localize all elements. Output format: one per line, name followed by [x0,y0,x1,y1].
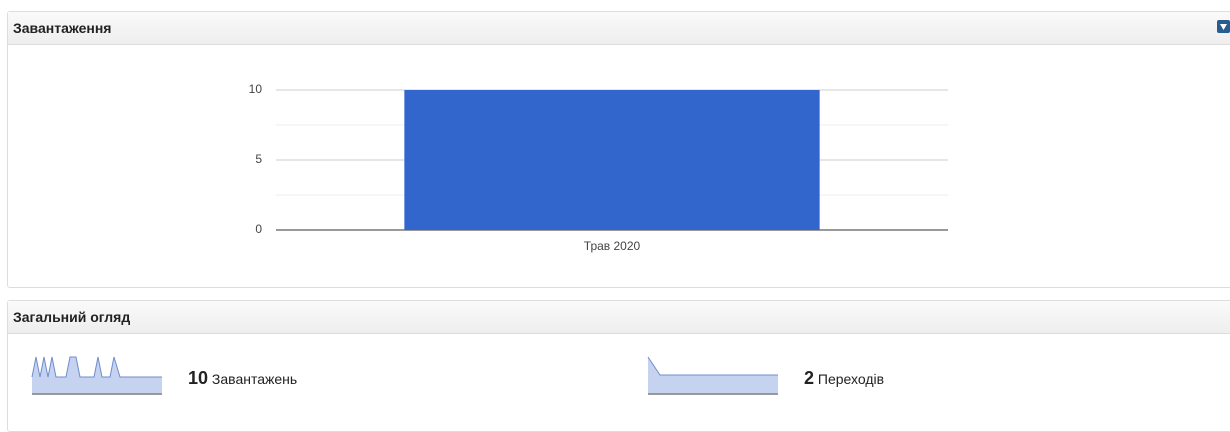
overview-item: 10 Завантажень [188,368,297,389]
page: Завантаження Загальний огляд 0 5 10 Трав 20… [7,11,1230,432]
y-tick-label: 0 [255,222,262,236]
bar [404,90,820,230]
overview-label: Завантажень [211,371,298,387]
x-tick-label: Трав 2020 [584,239,641,253]
overview-item: 2 Переходів [804,368,884,389]
overview-label: Переходів [817,371,885,387]
overview-value: 10 [188,368,209,388]
widget-title: Завантаження [8,12,1230,45]
y-tick-label: 10 [249,82,263,96]
widget: Завантаження [7,11,1230,288]
sparkline [31,356,162,395]
chart: 0 5 10 Трав 2020 [249,82,948,253]
widget-menu-icon[interactable] [1217,20,1230,33]
y-tick-label: 5 [255,152,262,166]
widget-title: Загальний огляд [8,301,1230,334]
overview-value: 2 [804,368,815,388]
sparkline [647,356,778,395]
widget: Загальний огляд [7,300,1230,432]
